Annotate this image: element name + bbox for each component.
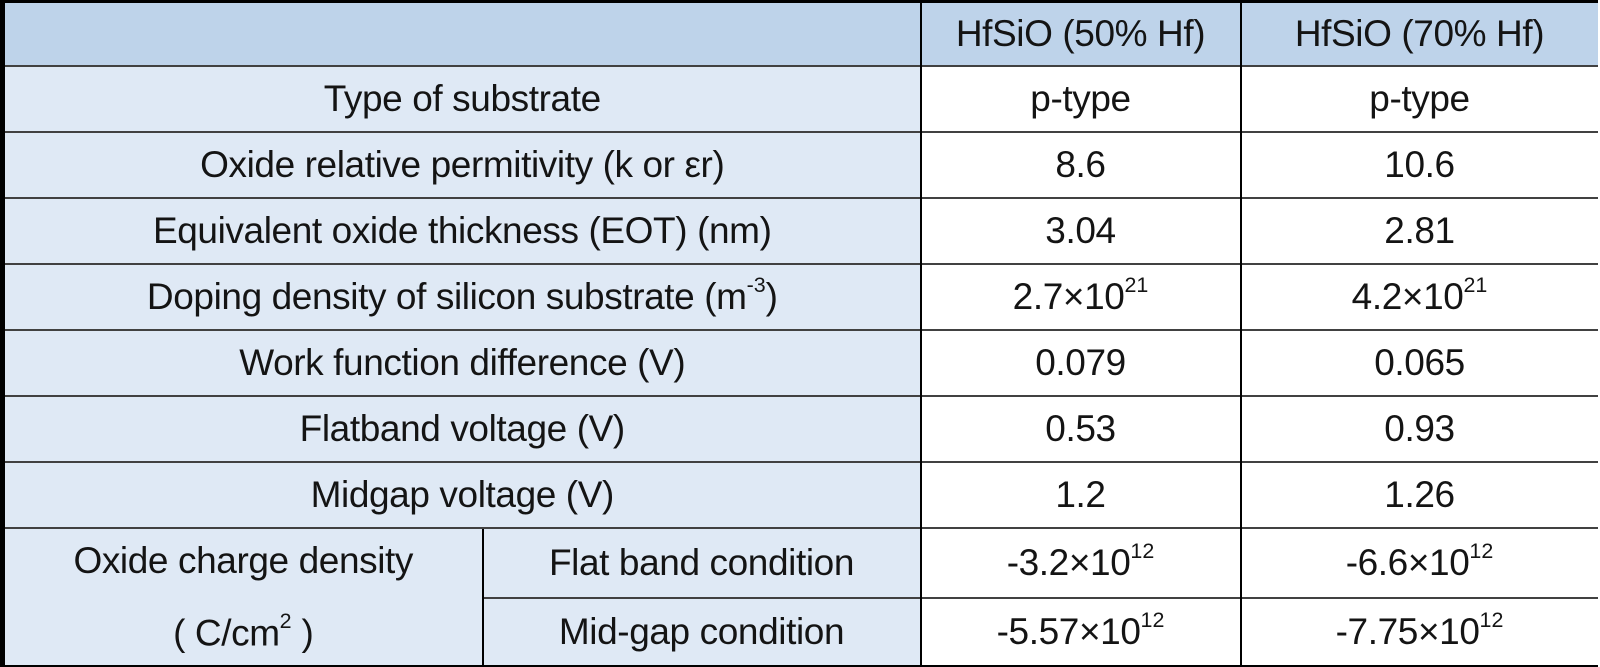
value-substrate-hfsio-70: p-type [1239, 65, 1598, 132]
value-eot-hfsio-70: 2.81 [1239, 197, 1598, 264]
table-row: Work function difference (V) 0.079 0.065 [2, 329, 1598, 396]
table-row: Type of substrate p-type p-type [2, 65, 1598, 132]
row-label-oxide-charge-density: Oxide charge density ( C/cm2 ) [2, 526, 483, 667]
column-header-hfsio-70: HfSiO (70% Hf) [1239, 1, 1598, 66]
table-row: Equivalent oxide thickness (EOT) (nm) 3.… [2, 197, 1598, 264]
row-label-midgap-voltage: Midgap voltage (V) [2, 461, 921, 528]
oxide-charge-density-line1: Oxide charge density [73, 540, 414, 581]
value-flatband-charge-hfsio-50: -3.2×1012 [919, 527, 1241, 598]
oxide-charge-density-line2: ( C/cm2 ) [173, 609, 314, 654]
table-row: Oxide relative permitivity (k or εr) 8.6… [2, 131, 1598, 198]
value-workfunction-hfsio-70: 0.065 [1239, 329, 1598, 396]
value-eot-hfsio-50: 3.04 [919, 197, 1241, 264]
value-doping-hfsio-50: 2.7×1021 [919, 263, 1241, 330]
value-midgap-charge-hfsio-70: -7.75×1012 [1239, 596, 1598, 667]
column-header-hfsio-50: HfSiO (50% Hf) [919, 1, 1241, 66]
row-label-flatband-voltage: Flatband voltage (V) [2, 395, 921, 462]
row-label-type-of-substrate: Type of substrate [2, 65, 921, 132]
table-row: Flatband voltage (V) 0.53 0.93 [2, 395, 1598, 462]
value-flatband-hfsio-50: 0.53 [919, 395, 1241, 462]
value-midgap-charge-hfsio-50: -5.57×1012 [919, 596, 1241, 667]
table-corner-cell [2, 1, 921, 66]
value-midgap-hfsio-50: 1.2 [919, 461, 1241, 528]
sub-label-flat-band-condition: Flat band condition [481, 527, 921, 598]
value-workfunction-hfsio-50: 0.079 [919, 329, 1241, 396]
table-row: Midgap voltage (V) 1.2 1.26 [2, 461, 1598, 528]
sub-label-mid-gap-condition: Mid-gap condition [481, 596, 921, 667]
value-permitivity-hfsio-50: 8.6 [919, 131, 1241, 198]
value-permitivity-hfsio-70: 10.6 [1239, 131, 1598, 198]
value-flatband-hfsio-70: 0.93 [1239, 395, 1598, 462]
row-label-work-function: Work function difference (V) [2, 329, 921, 396]
header-row: HfSiO (50% Hf) HfSiO (70% Hf) [2, 1, 1598, 66]
value-doping-hfsio-70: 4.2×1021 [1239, 263, 1598, 330]
row-label-eot: Equivalent oxide thickness (EOT) (nm) [2, 197, 921, 264]
table-row: Oxide charge density ( C/cm2 ) Flat band… [2, 526, 1598, 667]
table-row: Doping density of silicon substrate (m-3… [2, 263, 1598, 330]
value-midgap-hfsio-70: 1.26 [1239, 461, 1598, 528]
row-label-doping-density: Doping density of silicon substrate (m-3… [2, 263, 921, 330]
table-row: Mid-gap condition -5.57×1012 -7.75×1012 [3, 596, 1598, 667]
value-substrate-hfsio-50: p-type [919, 65, 1241, 132]
row-label-permitivity: Oxide relative permitivity (k or εr) [2, 131, 921, 198]
value-flatband-charge-hfsio-70: -6.6×1012 [1239, 527, 1598, 598]
